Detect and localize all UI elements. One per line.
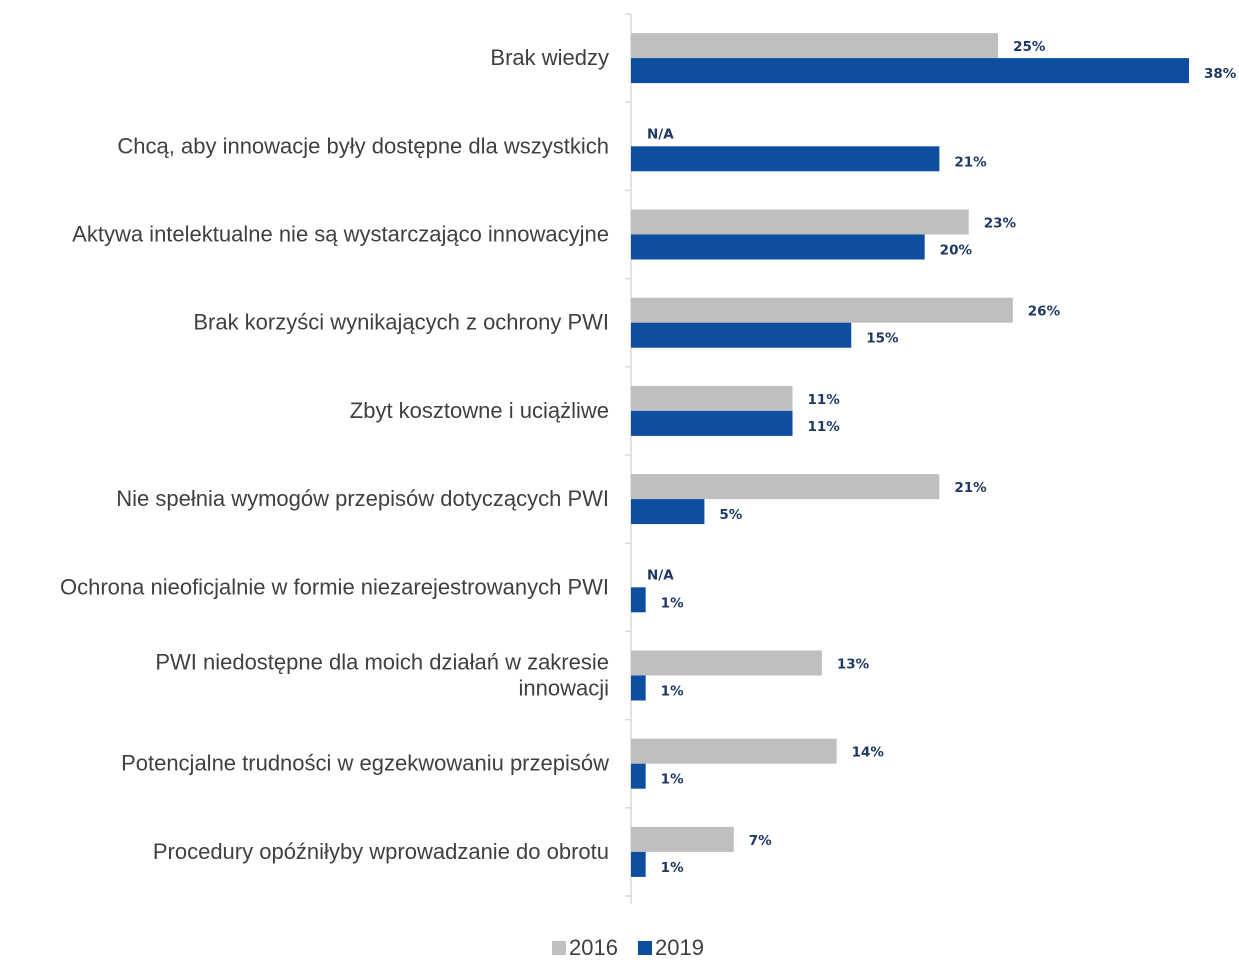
bar-2019	[631, 322, 852, 348]
bar-2019	[631, 58, 1189, 84]
data-label-2019: 1%	[661, 772, 684, 788]
legend-label-2019: 2019	[655, 935, 704, 960]
data-label-2016: 23%	[984, 216, 1017, 232]
bar-2016	[631, 297, 1013, 323]
bar-2016	[631, 474, 940, 500]
bar-2019	[631, 587, 646, 613]
category-label: Zbyt kosztowne i uciążliwe	[350, 398, 609, 423]
bar-2019	[631, 675, 646, 701]
bar-2016	[631, 738, 837, 764]
data-label-2019: 38%	[1204, 66, 1237, 82]
bar-2019	[631, 410, 793, 436]
category-label: Potencjalne trudności w egzekwowaniu prz…	[121, 751, 609, 776]
bar-2016	[631, 826, 734, 852]
category-label: Aktywa intelektualne nie są wystarczając…	[72, 222, 609, 247]
data-label-2016: 14%	[852, 745, 885, 761]
bar-2019	[631, 499, 705, 525]
bar-2016	[631, 33, 999, 59]
category-label: Brak korzyści wynikających z ochrony PWI	[193, 310, 609, 335]
category-label: Ochrona nieoficjalnie w formie niezareje…	[60, 574, 609, 599]
category-axis: Brak wiedzy Chcą, aby innowacje były dost…	[60, 13, 632, 904]
data-label-2019: 20%	[940, 243, 973, 259]
data-label-2019: 5%	[719, 507, 742, 523]
legend-swatch-2019	[638, 941, 652, 955]
data-label-2019: 15%	[866, 331, 899, 347]
bar-2019	[631, 146, 940, 172]
data-label-2019: 1%	[661, 595, 684, 611]
data-label-2019: 1%	[661, 860, 684, 876]
bar-2019	[631, 234, 925, 260]
category-label: Chcą, aby innowacje były dostępne dla ws…	[117, 133, 609, 158]
data-label-2016: 11%	[808, 392, 841, 408]
bar-2019	[631, 763, 646, 789]
category-label: Brak wiedzy	[490, 45, 609, 70]
data-label-2016: 13%	[837, 657, 870, 673]
legend: 2016 2019	[552, 935, 704, 960]
data-label-2019: 1%	[661, 684, 684, 700]
data-label-2016: N/A	[647, 567, 674, 583]
legend-label-2016: 2016	[569, 935, 618, 960]
bar-2016	[631, 650, 822, 676]
data-label-2016: 21%	[954, 480, 987, 496]
labels: 25% 38% N/A 21% 23% 20% 26% 15% 11% 11% 21% 5% N/A 1%…	[647, 39, 1237, 876]
category-label: Procedury opóźniłyby wprowadzanie do obr…	[153, 839, 609, 864]
data-label-2016: 7%	[749, 833, 772, 849]
category-label: innowacji	[519, 676, 610, 701]
bar-2016	[631, 385, 793, 411]
data-label-2019: 21%	[954, 154, 987, 170]
category-label: PWI niedostępne dla moich działań w zakr…	[155, 650, 609, 675]
bar-2019	[631, 851, 646, 877]
data-label-2019: 11%	[808, 419, 841, 435]
data-label-2016: N/A	[647, 126, 674, 142]
legend-swatch-2016	[552, 941, 566, 955]
bars	[631, 33, 1189, 877]
data-label-2016: 25%	[1013, 39, 1046, 55]
data-label-2016: 26%	[1028, 304, 1061, 320]
bar-2016	[631, 209, 969, 235]
category-label: Nie spełnia wymogów przepisów dotyczącyc…	[116, 486, 609, 511]
